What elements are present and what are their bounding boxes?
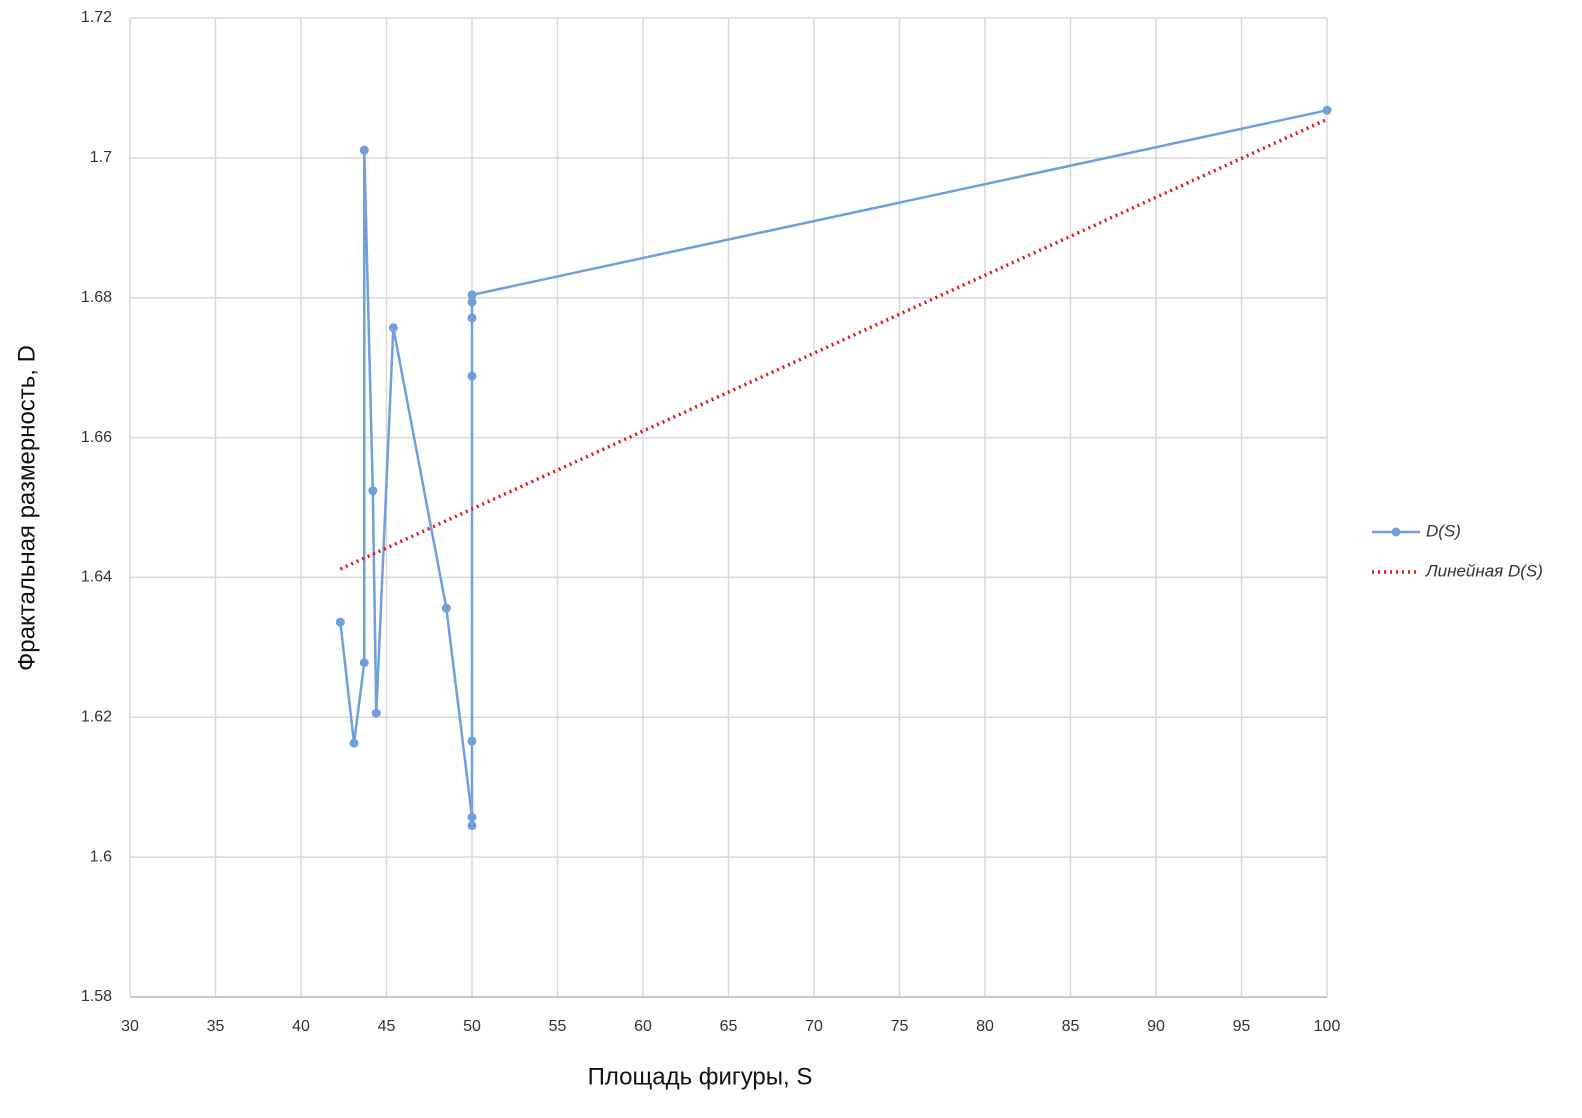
y-tick-label: 1.58 <box>81 988 112 1005</box>
y-tick-label: 1.66 <box>81 429 112 446</box>
y-axis-title: Фрактальная размерность, D <box>13 345 40 671</box>
data-point <box>467 812 477 822</box>
series-line <box>339 117 1328 571</box>
legend-marker <box>1391 527 1401 537</box>
x-tick-label: 50 <box>463 1018 481 1035</box>
x-tick-label: 80 <box>976 1018 994 1035</box>
x-tick-label: 70 <box>805 1018 823 1035</box>
data-point <box>467 313 477 323</box>
data-point <box>467 821 477 831</box>
x-tick-label: 55 <box>549 1018 567 1035</box>
x-tick-label: 95 <box>1233 1018 1251 1035</box>
y-tick-label: 1.62 <box>81 709 112 726</box>
data-point <box>467 736 477 746</box>
y-tick-label: 1.7 <box>90 149 112 166</box>
x-tick-label: 85 <box>1062 1018 1080 1035</box>
y-tick-label: 1.72 <box>81 9 112 26</box>
x-tick-label: 65 <box>720 1018 738 1035</box>
x-tick-label: 60 <box>634 1018 652 1035</box>
data-point <box>467 290 477 300</box>
x-tick-label: 45 <box>378 1018 396 1035</box>
y-tick-label: 1.68 <box>81 289 112 306</box>
data-point <box>388 323 398 333</box>
data-point <box>371 708 381 718</box>
x-axis-title: Площадь фигуры, S <box>588 1063 813 1090</box>
x-tick-label: 30 <box>121 1018 139 1035</box>
data-point <box>359 145 369 155</box>
data-point <box>349 738 359 748</box>
data-point <box>1322 105 1332 115</box>
data-point <box>467 371 477 381</box>
legend-label: D(S) <box>1426 521 1461 540</box>
x-tick-label: 40 <box>292 1018 310 1035</box>
x-tick-label: 100 <box>1314 1018 1341 1035</box>
x-tick-label: 75 <box>891 1018 909 1035</box>
y-tick-label: 1.64 <box>81 569 112 586</box>
data-point <box>467 297 477 307</box>
x-tick-label: 90 <box>1147 1018 1165 1035</box>
legend-label: Линейная D(S) <box>1425 561 1543 580</box>
series-line <box>339 109 1328 826</box>
data-point <box>441 603 451 613</box>
x-tick-label: 35 <box>207 1018 225 1035</box>
data-point <box>335 617 345 627</box>
data-point <box>368 486 378 496</box>
y-tick-label: 1.6 <box>90 848 112 865</box>
data-point <box>359 658 369 668</box>
